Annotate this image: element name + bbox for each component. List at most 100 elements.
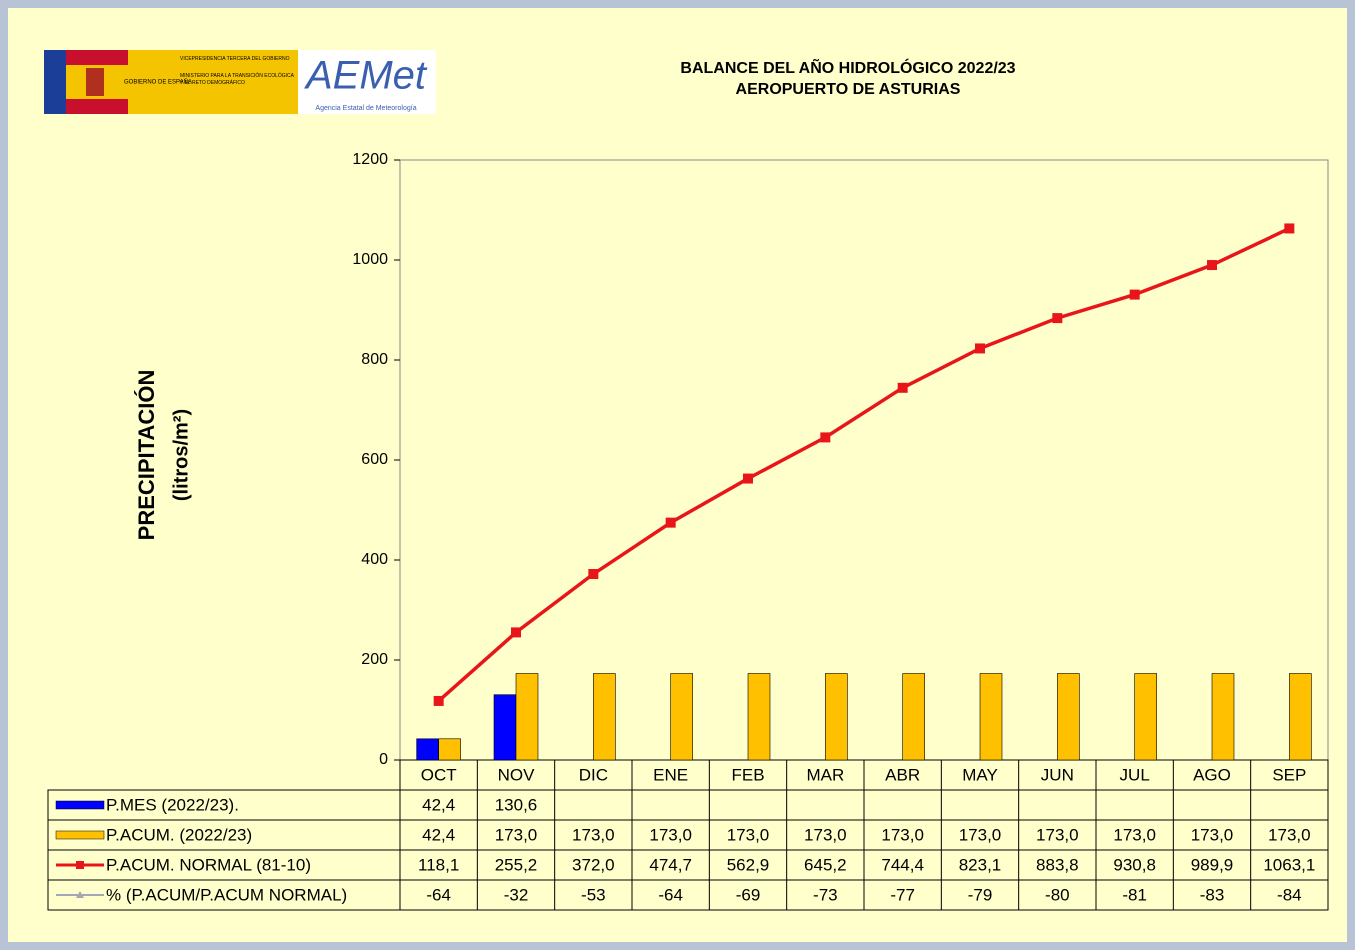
x-tick-label: NOV (498, 765, 536, 784)
bar (515, 673, 539, 761)
x-tick-label: OCT (421, 765, 457, 784)
line-marker (975, 343, 985, 354)
table-cell: 645,2 (804, 855, 847, 874)
bar (493, 694, 517, 761)
bar (747, 673, 771, 761)
table-cell: 173,0 (1268, 825, 1311, 844)
bar (1211, 673, 1235, 761)
bar (979, 673, 1003, 761)
line-marker (665, 517, 676, 528)
y-tick-label: 800 (361, 351, 388, 368)
line-marker (1284, 223, 1295, 234)
bar (670, 673, 693, 761)
x-tick-label: ENE (653, 765, 688, 784)
eu-flag (44, 50, 66, 114)
legend-label: P.MES (2022/23). (106, 795, 239, 814)
bar (825, 673, 848, 761)
x-tick-label: SEP (1272, 765, 1306, 784)
table-cell: 562,9 (727, 855, 770, 874)
chart-title: BALANCE DEL AÑO HIDROLÓGICO 2022/23 (680, 57, 1015, 77)
bar (438, 738, 461, 761)
logo-ministry: MINISTERIO PARA LA TRANSICIÓN ECOLÓGICA … (180, 73, 294, 86)
table-cell: 173,0 (1191, 825, 1234, 844)
table-cell: 173,0 (1113, 825, 1156, 844)
table-cell: 173,0 (1036, 825, 1079, 844)
table-cell: 372,0 (572, 855, 615, 874)
line-marker (588, 569, 599, 579)
table-cell: 744,4 (881, 855, 924, 874)
line-marker (1207, 260, 1217, 271)
table-cell: 173,0 (959, 825, 1002, 844)
table-cell: -80 (1045, 885, 1070, 904)
bar (416, 738, 439, 761)
table-cell: -77 (890, 885, 915, 904)
y-tick-label: 600 (361, 451, 388, 468)
line-marker (1129, 289, 1140, 300)
line (437, 226, 1291, 703)
legend-key (55, 830, 105, 840)
table-cell: -84 (1277, 885, 1302, 904)
legend-key-marker (76, 861, 84, 869)
line-marker (1052, 313, 1063, 324)
line-marker (743, 473, 753, 484)
x-tick-label: MAR (806, 765, 844, 784)
logo-agency: Agencia Estatal de Meteorología (315, 105, 416, 112)
logo-vice: VICEPRESIDENCIA TERCERA DEL GOBIERNO (180, 56, 290, 62)
legend-key (55, 800, 105, 810)
bar (1289, 673, 1312, 761)
legend-label: P.ACUM. (2022/23) (106, 825, 252, 844)
x-tick-label: FEB (731, 765, 764, 784)
table-cell: 118,1 (418, 855, 459, 874)
table-cell: 823,1 (959, 855, 1002, 874)
table-cell: -32 (504, 885, 529, 904)
logo-gov: GOBIERNO DE ESPAÑA (124, 79, 192, 86)
bar (1134, 673, 1157, 761)
table-cell: 130,6 (495, 795, 538, 814)
x-tick-label: MAY (962, 765, 998, 784)
table-cell: -64 (426, 885, 451, 904)
x-tick-label: JUN (1041, 765, 1074, 784)
legend-label: % (P.ACUM/P.ACUM NORMAL) (106, 885, 347, 904)
x-tick-label: DIC (579, 765, 608, 784)
y-axis-label: (litros/m²) (170, 409, 192, 501)
table-cell: 42,4 (422, 795, 455, 814)
table-cell: -83 (1200, 885, 1225, 904)
table-cell: 474,7 (649, 855, 692, 874)
table-cell: 173,0 (881, 825, 924, 844)
table-cell: 173,0 (572, 825, 615, 844)
x-tick-label: JUL (1120, 765, 1150, 784)
table-cell: 1063,1 (1263, 855, 1315, 874)
chart-subtitle: AEROPUERTO DE ASTURIAS (736, 81, 961, 98)
x-tick-label: AGO (1193, 765, 1231, 784)
table-cell: 42,4 (422, 825, 455, 844)
x-tick-label: ABR (885, 765, 920, 784)
y-tick-label: 400 (361, 551, 388, 568)
y-axis-label: PRECIPITACIÓN (134, 370, 159, 541)
logo-brand: AEMet (304, 54, 428, 98)
panel (8, 8, 1347, 942)
bar (902, 673, 925, 761)
bar (593, 673, 616, 761)
coat-of-arms (86, 68, 104, 96)
table-cell: 173,0 (495, 825, 538, 844)
logo-text: VICEPRESIDENCIA TERCERA DEL GOBIERNO MIN… (180, 56, 294, 86)
table-cell: 173,0 (649, 825, 692, 844)
y-tick-label: 0 (379, 751, 388, 768)
legend-key-marker (76, 891, 84, 898)
line-marker (897, 382, 908, 393)
table-cell: 173,0 (804, 825, 847, 844)
line-marker (511, 627, 521, 638)
table-cell: 930,8 (1113, 855, 1156, 874)
table-cell: 989,9 (1191, 855, 1234, 874)
y-tick-label: 200 (361, 651, 388, 668)
table-cell: 883,8 (1036, 855, 1079, 874)
table-cell: 255,2 (495, 855, 538, 874)
table-cell: -53 (581, 885, 606, 904)
aemet-box (298, 50, 436, 114)
y-tick-label: 1200 (352, 151, 388, 168)
table-cell: -79 (968, 885, 993, 904)
logo: GOBIERNO DE ESPAÑA VICEPRESIDENCIA TERCE… (44, 50, 436, 114)
table-cell: -64 (658, 885, 683, 904)
